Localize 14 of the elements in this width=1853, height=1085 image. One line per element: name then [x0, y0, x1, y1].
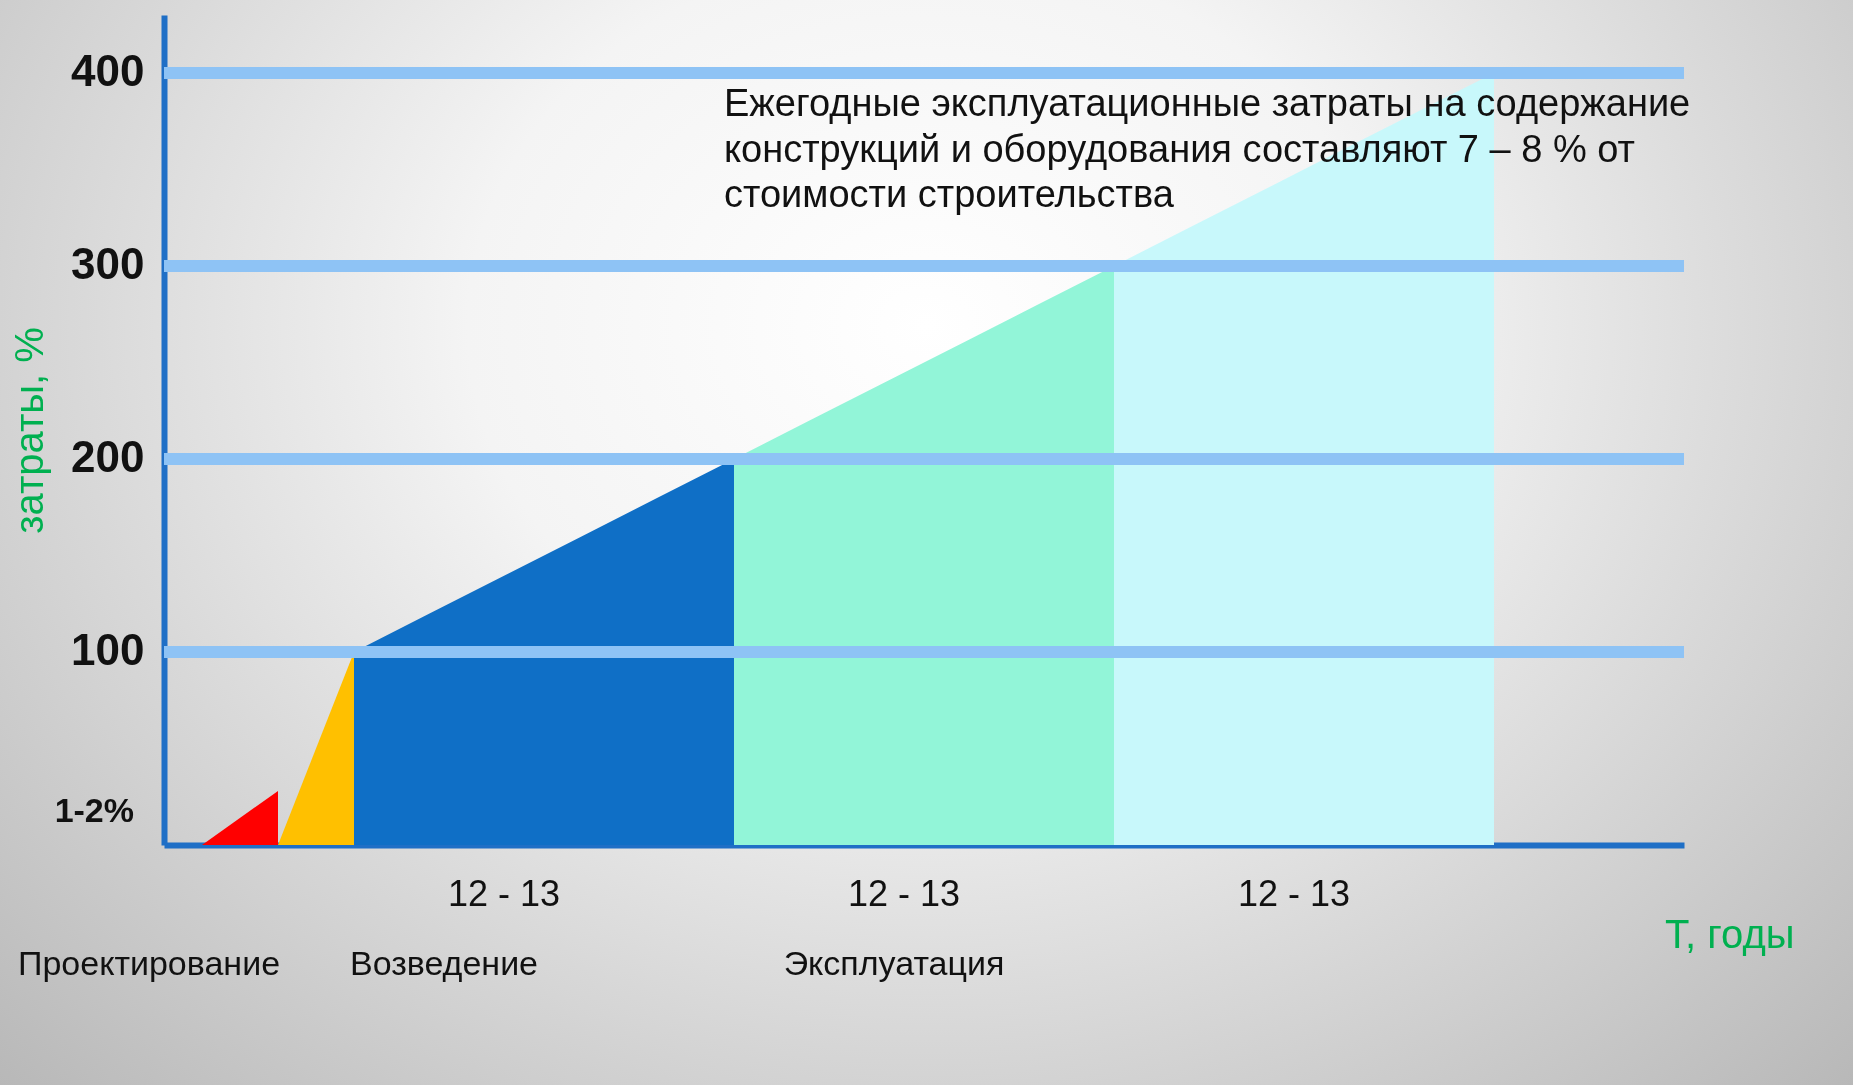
y-tick-label: 200	[71, 432, 145, 482]
y-tick-label: 100	[71, 625, 145, 675]
y-tick-label: 300	[71, 239, 145, 289]
text: 12 - 13	[447, 873, 561, 914]
annotation: Ежегодные эксплуатационные затраты на содержание конструкций и оборудования составляют 7 – 8 % от стоимости строительства	[724, 82, 1691, 216]
x-axis-title: Т, годы	[1665, 911, 1795, 956]
text: 12 - 13	[847, 873, 961, 914]
text: 12 - 13	[1237, 873, 1351, 914]
text: Эксплуатация	[783, 944, 1005, 982]
y-tick-label: 400	[71, 46, 145, 96]
text: Проектирование	[17, 944, 281, 982]
text: Возведение	[349, 944, 539, 982]
text: 1-2%	[54, 791, 134, 829]
y-axis-title: затраты, %	[7, 327, 52, 534]
